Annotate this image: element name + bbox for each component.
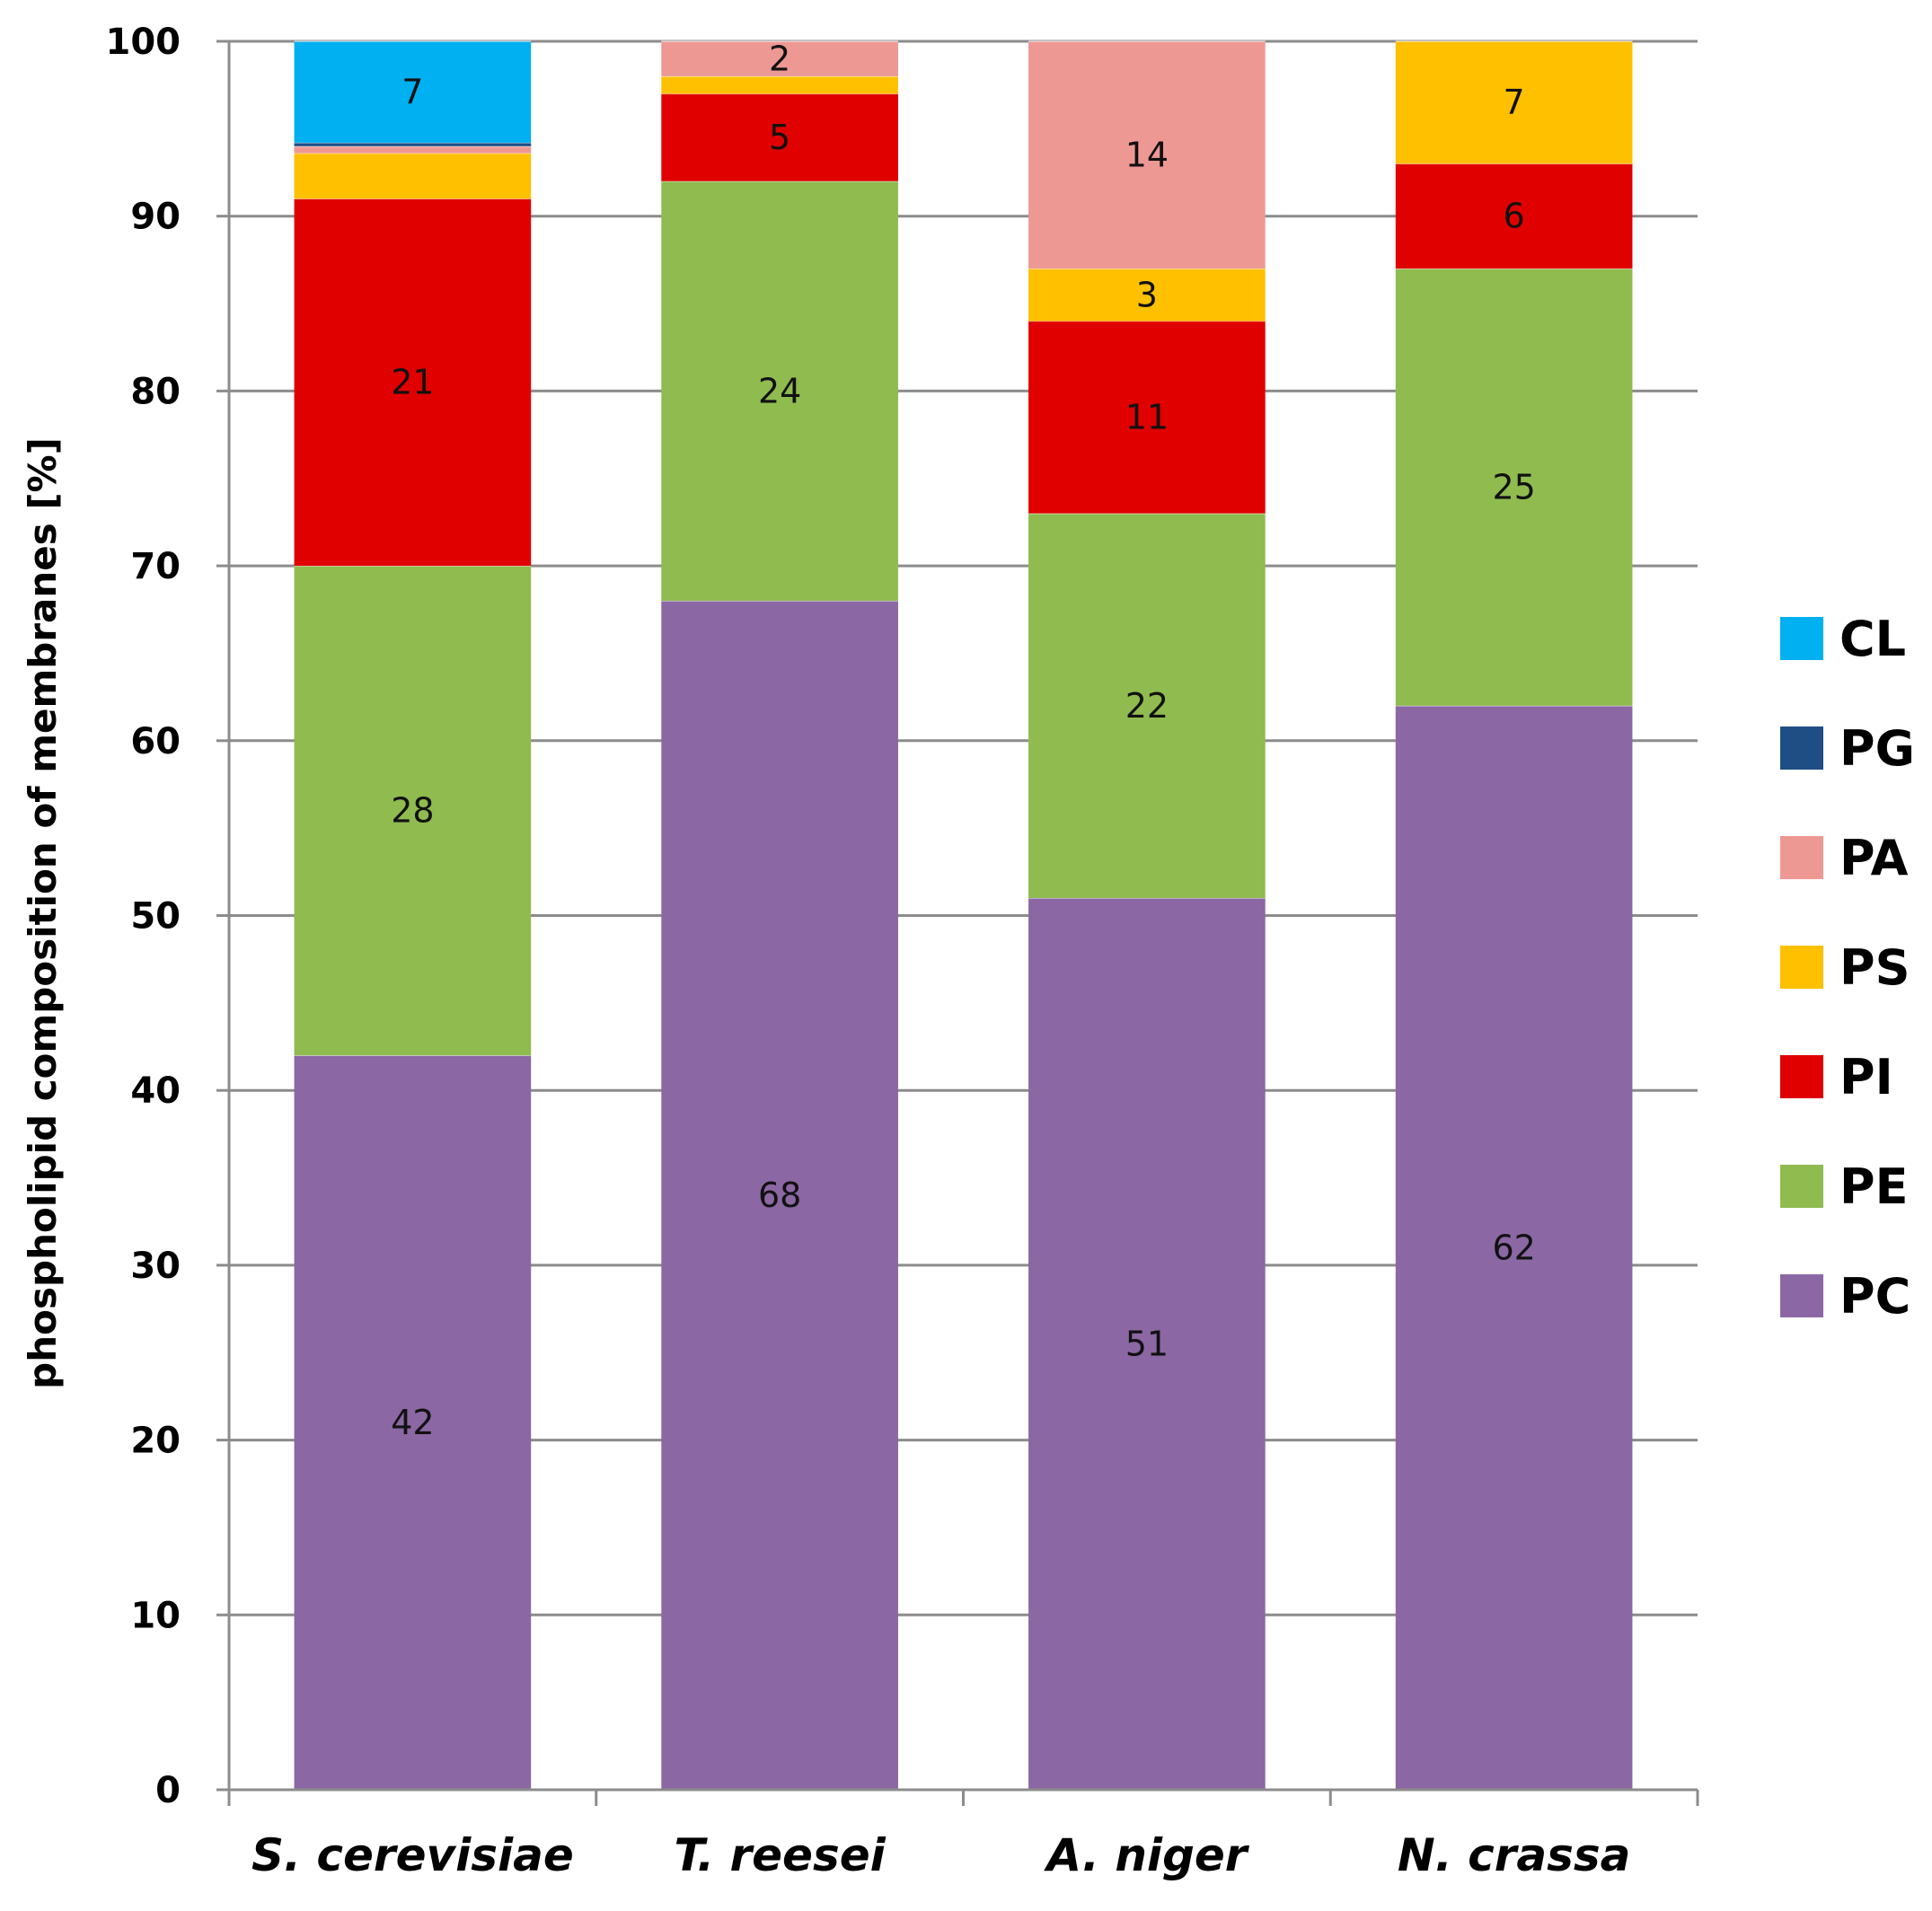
- legend-swatch-pe: [1780, 1165, 1823, 1208]
- data-label-ps-4: 7: [1504, 83, 1525, 122]
- y-tick-label-10: 10: [130, 1595, 181, 1636]
- data-label-pe-3: 22: [1125, 686, 1169, 726]
- legend-label-ps: PS: [1839, 939, 1910, 996]
- y-tick-label-80: 80: [130, 371, 181, 412]
- data-label-pe-4: 25: [1492, 467, 1535, 506]
- bar-segment-pc-4: [1395, 705, 1633, 1790]
- bar-segment-pi-3: [1028, 321, 1266, 514]
- bar-segment-pe-3: [1028, 513, 1266, 899]
- bar-segment-pi-2: [661, 93, 898, 181]
- data-label-pa-3: 14: [1125, 136, 1169, 175]
- bar-segment-ps-4: [1395, 41, 1633, 164]
- legend-label-cl: CL: [1839, 611, 1906, 667]
- data-label-pc-3: 51: [1125, 1325, 1169, 1364]
- bar-segment-pa-3: [1028, 41, 1266, 269]
- y-axis-title: phospholipid composition of membranes [%…: [21, 437, 65, 1389]
- legend-label-pi: PI: [1839, 1049, 1893, 1105]
- legend-label-pc: PC: [1839, 1268, 1910, 1325]
- data-label-pi-2: 5: [769, 118, 790, 157]
- y-tick-label-70: 70: [130, 546, 181, 587]
- data-label-pa-2: 2: [769, 39, 790, 78]
- data-label-ps-3: 3: [1136, 275, 1158, 314]
- bar-segment-pc-3: [1028, 898, 1266, 1790]
- axes: [216, 40, 1699, 1806]
- y-tick-label-60: 60: [130, 721, 181, 762]
- y-tick-label-30: 30: [130, 1246, 181, 1287]
- bar-segment-pa-1: [294, 145, 532, 154]
- bar-segment-pg-1: [294, 142, 532, 146]
- bar-segment-pc-1: [294, 1055, 532, 1790]
- data-label-pe-2: 24: [758, 371, 801, 410]
- y-tick-label-20: 20: [130, 1421, 181, 1462]
- legend-swatch-pa: [1780, 836, 1823, 879]
- data-label-pc-1: 42: [391, 1403, 434, 1442]
- legend-label-pe: PE: [1839, 1158, 1908, 1215]
- y-tick-label-90: 90: [130, 197, 181, 238]
- bar-segment-cl-1: [294, 41, 532, 143]
- legend-label-pa: PA: [1839, 830, 1909, 886]
- y-tick-label-100: 100: [106, 22, 181, 63]
- y-tick-label-40: 40: [130, 1070, 181, 1112]
- x-category-label-2: T. reesei: [674, 1829, 886, 1881]
- bar-segment-pa-2: [661, 41, 898, 76]
- legend: CL PG PA PS PI PE PC: [1780, 611, 1915, 1325]
- x-category-labels: S. cerevisiae T. reesei A. niger N. crassa: [251, 1829, 1630, 1881]
- legend-swatch-pi: [1780, 1055, 1823, 1098]
- legend-label-pg: PG: [1839, 720, 1915, 777]
- data-label-pi-1: 21: [391, 363, 434, 402]
- bar-segment-pe-2: [661, 181, 898, 602]
- legend-swatch-pc: [1780, 1274, 1823, 1317]
- x-category-label-3: A. niger: [1043, 1829, 1249, 1881]
- x-category-label-1: S. cerevisiae: [251, 1829, 574, 1881]
- data-label-pc-2: 68: [758, 1176, 801, 1215]
- bar-segment-ps-2: [661, 75, 898, 94]
- data-label-pi-4: 6: [1504, 197, 1525, 236]
- y-tick-labels: 0 10 20 30 40 50 60 70 80 90 100: [106, 22, 181, 1811]
- data-label-cl-1: 7: [401, 72, 423, 111]
- legend-swatch-pg: [1780, 727, 1823, 770]
- bar-segment-pi-1: [294, 198, 532, 567]
- bar-segment-pe-1: [294, 566, 532, 1056]
- x-category-label-4: N. crassa: [1398, 1829, 1631, 1881]
- bar-segment-ps-3: [1028, 269, 1266, 321]
- legend-swatch-cl: [1780, 617, 1823, 660]
- bar-segment-pi-4: [1395, 163, 1633, 269]
- y-tick-label-50: 50: [130, 896, 181, 938]
- bar-segment-pe-4: [1395, 269, 1633, 706]
- y-tick-label-0: 0: [155, 1770, 181, 1811]
- data-label-pe-1: 28: [391, 791, 434, 831]
- bars: 42 28 21 7 68 24 5 2 51 22 11 3 14 62 25 6 7: [294, 39, 1633, 1790]
- bar-segment-pc-2: [661, 601, 898, 1790]
- data-label-pc-4: 62: [1492, 1228, 1535, 1267]
- data-label-pi-3: 11: [1125, 398, 1169, 437]
- bar-segment-ps-1: [294, 153, 532, 199]
- legend-swatch-ps: [1780, 946, 1823, 989]
